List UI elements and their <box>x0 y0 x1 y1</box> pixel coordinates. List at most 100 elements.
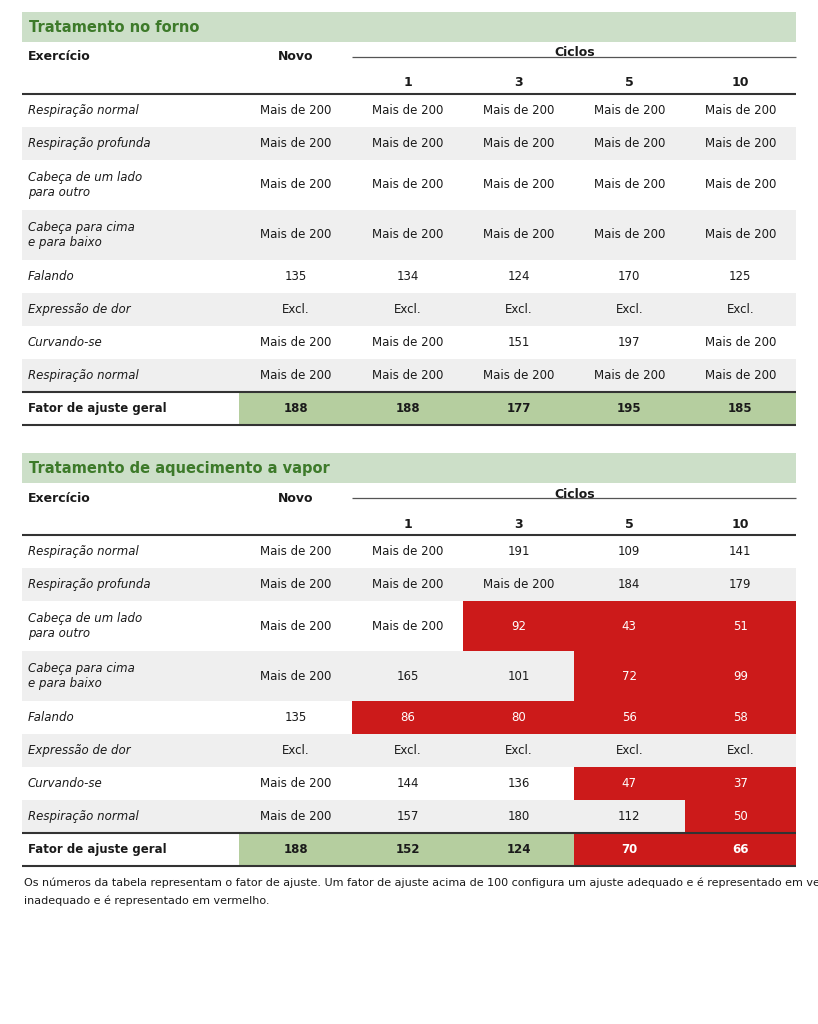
Text: 109: 109 <box>618 545 640 558</box>
Bar <box>353 359 463 392</box>
Text: 144: 144 <box>397 777 419 790</box>
Bar <box>574 260 685 293</box>
Text: Mais de 200: Mais de 200 <box>260 336 331 349</box>
Bar <box>353 701 463 734</box>
Bar <box>353 535 463 568</box>
Bar <box>239 800 353 833</box>
Text: Curvando-se: Curvando-se <box>28 777 103 790</box>
Text: 179: 179 <box>729 578 752 591</box>
Text: 3: 3 <box>515 517 523 530</box>
Bar <box>685 293 796 326</box>
Bar <box>685 601 796 651</box>
Bar <box>574 800 685 833</box>
Text: Respiração profunda: Respiração profunda <box>28 137 151 150</box>
Bar <box>353 392 463 425</box>
Text: Os números da tabela representam o fator de ajuste. Um fator de ajuste acima de : Os números da tabela representam o fator… <box>24 878 818 889</box>
Text: Cabeça para cima
e para baixo: Cabeça para cima e para baixo <box>28 221 135 249</box>
Bar <box>353 767 463 800</box>
Text: 66: 66 <box>732 843 748 856</box>
Text: Novo: Novo <box>278 50 313 63</box>
Text: 92: 92 <box>511 620 526 633</box>
Text: Excl.: Excl. <box>505 303 533 316</box>
Text: Mais de 200: Mais de 200 <box>704 228 776 242</box>
Bar <box>239 833 353 866</box>
Bar <box>22 210 239 260</box>
Text: Mais de 200: Mais de 200 <box>260 178 331 191</box>
Bar <box>353 127 463 160</box>
Text: Mais de 200: Mais de 200 <box>260 670 331 683</box>
Bar <box>463 568 574 601</box>
Bar <box>239 734 353 767</box>
Bar <box>353 210 463 260</box>
Bar <box>353 293 463 326</box>
Text: 124: 124 <box>507 270 530 283</box>
Text: 157: 157 <box>397 810 419 823</box>
Text: Cabeça de um lado
para outro: Cabeça de um lado para outro <box>28 171 142 200</box>
Bar <box>574 293 685 326</box>
Bar <box>22 12 796 42</box>
Bar <box>353 260 463 293</box>
Text: 177: 177 <box>506 402 531 415</box>
Bar <box>463 260 574 293</box>
Bar <box>685 326 796 359</box>
Text: Respiração profunda: Respiração profunda <box>28 578 151 591</box>
Text: 188: 188 <box>283 843 308 856</box>
Bar <box>574 734 685 767</box>
Text: 80: 80 <box>511 711 526 724</box>
Bar <box>574 127 685 160</box>
Text: 180: 180 <box>507 810 529 823</box>
Bar <box>463 359 574 392</box>
Text: Excl.: Excl. <box>394 303 421 316</box>
Text: Excl.: Excl. <box>394 744 421 757</box>
Text: 3: 3 <box>515 77 523 89</box>
Bar <box>574 326 685 359</box>
Text: Mais de 200: Mais de 200 <box>704 137 776 150</box>
Text: Mais de 200: Mais de 200 <box>372 545 443 558</box>
Bar <box>22 800 239 833</box>
Bar <box>353 94 463 127</box>
Bar <box>22 601 239 651</box>
Bar <box>685 94 796 127</box>
Text: Mais de 200: Mais de 200 <box>704 369 776 382</box>
Text: Mais de 200: Mais de 200 <box>372 104 443 117</box>
Text: 135: 135 <box>285 270 307 283</box>
Bar <box>353 326 463 359</box>
Bar <box>685 160 796 210</box>
Text: 185: 185 <box>728 402 753 415</box>
Bar <box>239 651 353 701</box>
Text: Novo: Novo <box>278 492 313 505</box>
Text: Mais de 200: Mais de 200 <box>260 578 331 591</box>
Bar <box>463 127 574 160</box>
Bar <box>574 94 685 127</box>
Text: 152: 152 <box>396 843 420 856</box>
Text: Mais de 200: Mais de 200 <box>483 178 555 191</box>
Text: 197: 197 <box>618 336 640 349</box>
Bar <box>239 260 353 293</box>
Text: Excl.: Excl. <box>726 744 754 757</box>
Bar <box>22 767 239 800</box>
Bar <box>22 359 239 392</box>
Bar <box>463 833 574 866</box>
Bar <box>685 767 796 800</box>
Bar <box>22 42 796 72</box>
Text: Mais de 200: Mais de 200 <box>483 137 555 150</box>
Text: Mais de 200: Mais de 200 <box>372 578 443 591</box>
Text: Mais de 200: Mais de 200 <box>594 369 665 382</box>
Bar <box>353 601 463 651</box>
Text: 37: 37 <box>733 777 748 790</box>
Text: 51: 51 <box>733 620 748 633</box>
Bar <box>353 568 463 601</box>
Bar <box>22 160 239 210</box>
Text: Excl.: Excl. <box>615 303 643 316</box>
Text: Falando: Falando <box>28 711 74 724</box>
Text: Falando: Falando <box>28 270 74 283</box>
Text: 141: 141 <box>729 545 752 558</box>
Text: 195: 195 <box>617 402 641 415</box>
Bar <box>22 72 796 94</box>
Bar <box>574 392 685 425</box>
Text: Mais de 200: Mais de 200 <box>372 369 443 382</box>
Text: Tratamento no forno: Tratamento no forno <box>29 19 200 35</box>
Bar <box>463 734 574 767</box>
Text: Cabeça para cima
e para baixo: Cabeça para cima e para baixo <box>28 662 135 690</box>
Text: Excl.: Excl. <box>615 744 643 757</box>
